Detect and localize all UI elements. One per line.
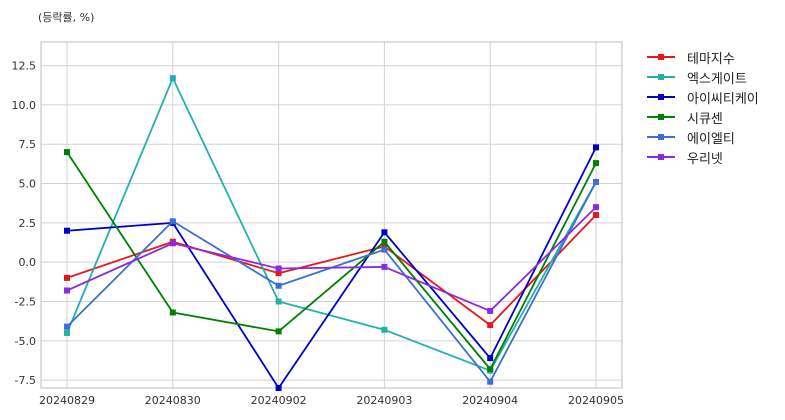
data-point <box>593 160 599 167</box>
data-point <box>169 240 176 247</box>
legend-label: 아이씨티케이 <box>687 91 759 107</box>
data-point <box>487 355 494 362</box>
y-tick-label: 2.5 <box>19 217 37 230</box>
legend-item: 시큐센 <box>645 107 759 127</box>
series-line <box>66 146 597 389</box>
data-point <box>64 227 70 234</box>
data-point <box>275 298 282 305</box>
x-tick-label: 20240904 <box>462 394 518 407</box>
series-line <box>66 206 597 312</box>
data-point <box>381 238 388 245</box>
data-point <box>64 274 70 281</box>
legend-item: 아이씨티케이 <box>645 87 759 107</box>
data-point <box>64 287 70 294</box>
data-point <box>64 329 70 336</box>
x-tick-label: 20240829 <box>39 394 95 407</box>
series-line <box>66 214 597 326</box>
legend-swatch <box>645 51 677 63</box>
plot-frame <box>40 41 623 389</box>
y-tick-label: -2.5 <box>15 296 36 309</box>
data-point <box>593 204 599 211</box>
data-point <box>593 212 599 218</box>
data-point <box>169 75 176 82</box>
data-point <box>593 144 599 151</box>
data-point <box>487 366 494 373</box>
data-point <box>275 265 282 272</box>
data-point <box>381 229 388 236</box>
data-point <box>381 246 388 253</box>
legend-item: 테마지수 <box>645 47 759 67</box>
data-point <box>275 328 282 335</box>
legend-label: 에이엘티 <box>687 131 735 147</box>
data-point <box>169 309 176 316</box>
x-tick-label: 20240905 <box>568 394 624 407</box>
data-point <box>275 385 282 391</box>
data-point <box>487 322 494 329</box>
y-tick-label: -5.0 <box>15 335 36 348</box>
legend-swatch <box>645 131 677 143</box>
legend-item: 엑스게이트 <box>645 67 759 87</box>
legend-swatch <box>645 151 677 163</box>
y-tick-label: 12.5 <box>12 60 37 73</box>
data-point <box>381 263 388 270</box>
legend-item: 우리넷 <box>645 147 759 167</box>
data-point <box>487 307 494 314</box>
legend-label: 우리넷 <box>687 151 723 167</box>
data-point <box>381 326 388 333</box>
legend-swatch <box>645 111 677 123</box>
y-tick-label: 10.0 <box>12 99 37 112</box>
data-point <box>169 218 176 225</box>
legend-item: 에이엘티 <box>645 127 759 147</box>
data-point <box>64 149 70 156</box>
y-tick-label: 7.5 <box>19 138 37 151</box>
data-point <box>275 270 282 277</box>
legend-swatch <box>645 71 677 83</box>
x-tick-label: 20240902 <box>251 394 307 407</box>
legend-label: 테마지수 <box>687 51 735 67</box>
data-point <box>381 243 388 250</box>
x-tick-label: 20240830 <box>145 394 201 407</box>
legend-label: 시큐센 <box>687 111 723 127</box>
data-point <box>275 282 282 289</box>
y-tick-label: -7.5 <box>15 374 36 387</box>
series-line <box>66 77 597 372</box>
y-tick-label: 0.0 <box>19 256 37 269</box>
y-unit-label: (등락률, %) <box>38 11 95 24</box>
series-line <box>66 151 597 371</box>
y-tick-label: 5.0 <box>19 178 37 191</box>
data-point <box>593 178 599 185</box>
legend-swatch <box>645 91 677 103</box>
series-line <box>66 181 597 383</box>
x-tick-label: 20240903 <box>356 394 412 407</box>
data-point <box>64 323 70 330</box>
data-point <box>487 378 494 385</box>
legend-label: 엑스게이트 <box>687 71 747 87</box>
